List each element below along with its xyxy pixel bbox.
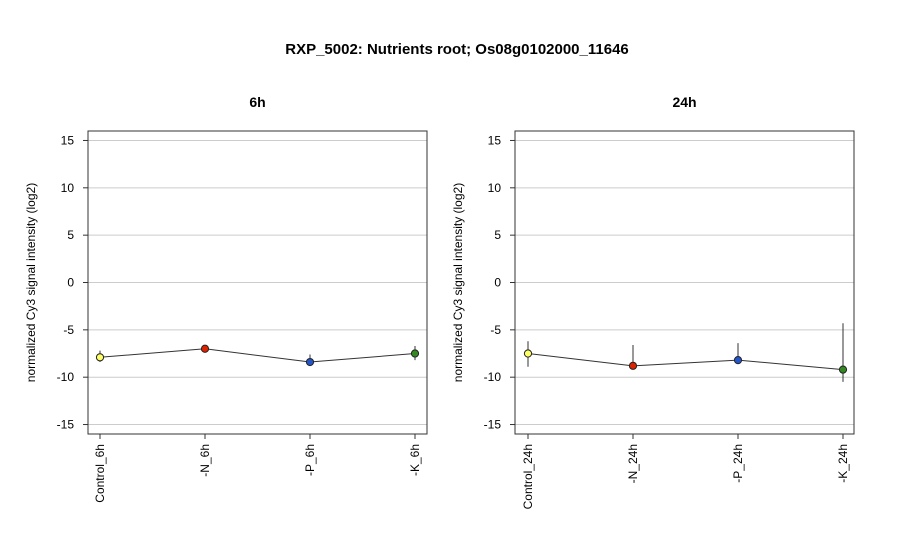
y-tick-label: -15 xyxy=(484,418,502,432)
data-point xyxy=(95,353,105,362)
y-tick-label: -5 xyxy=(490,323,501,337)
data-point xyxy=(200,344,210,353)
y-axis-label: normalized Cy3 signal intensity (log2) xyxy=(451,183,465,382)
y-tick-label: -10 xyxy=(484,370,502,384)
x-tick-label: Control_6h xyxy=(93,444,107,503)
panel-24h: 24h 15 10 5 0 -5 -10 -15 normalized Cy3 signal i… xyxy=(451,94,855,509)
x-tick-label: -N_6h xyxy=(198,444,212,477)
panel-6h: 6h 15 10 5 0 -5 -10 -15 normalized Cy3 signal in… xyxy=(24,94,428,503)
y-tick-label: -5 xyxy=(63,323,74,337)
x-tick-label: Control_24h xyxy=(521,444,535,509)
panel-title: 6h xyxy=(249,94,265,110)
data-point xyxy=(733,356,743,365)
y-axis-label: normalized Cy3 signal intensity (log2) xyxy=(24,183,38,382)
y-tick-label: 5 xyxy=(494,228,501,242)
series-line xyxy=(527,353,844,371)
x-tick-label: -K_24h xyxy=(836,444,850,483)
data-point xyxy=(410,349,420,358)
main-title: RXP_5002: Nutrients root; Os08g0102000_1… xyxy=(285,41,629,58)
y-tick-label: 10 xyxy=(488,181,502,195)
y-tick-label: 0 xyxy=(494,276,501,290)
y-tick-label: 15 xyxy=(61,133,75,147)
data-point xyxy=(305,357,315,367)
y-tick-label: 10 xyxy=(61,181,75,195)
panel-title: 24h xyxy=(672,94,696,110)
y-tick-label: -10 xyxy=(57,370,75,384)
data-point xyxy=(628,361,638,370)
x-tick-label: -P_24h xyxy=(731,444,745,483)
y-tick-label: 15 xyxy=(488,133,502,147)
data-point xyxy=(838,365,848,374)
series-line xyxy=(99,348,416,363)
x-tick-label: -K_6h xyxy=(408,444,422,476)
plot-frame xyxy=(514,130,855,435)
y-tick-label: 5 xyxy=(67,228,74,242)
data-point xyxy=(523,349,533,358)
plot-frame xyxy=(87,130,428,435)
x-tick-label: -P_6h xyxy=(303,444,317,476)
x-tick-label: -N_24h xyxy=(626,444,640,483)
y-tick-label: 0 xyxy=(67,276,74,290)
y-tick-label: -15 xyxy=(57,418,75,432)
